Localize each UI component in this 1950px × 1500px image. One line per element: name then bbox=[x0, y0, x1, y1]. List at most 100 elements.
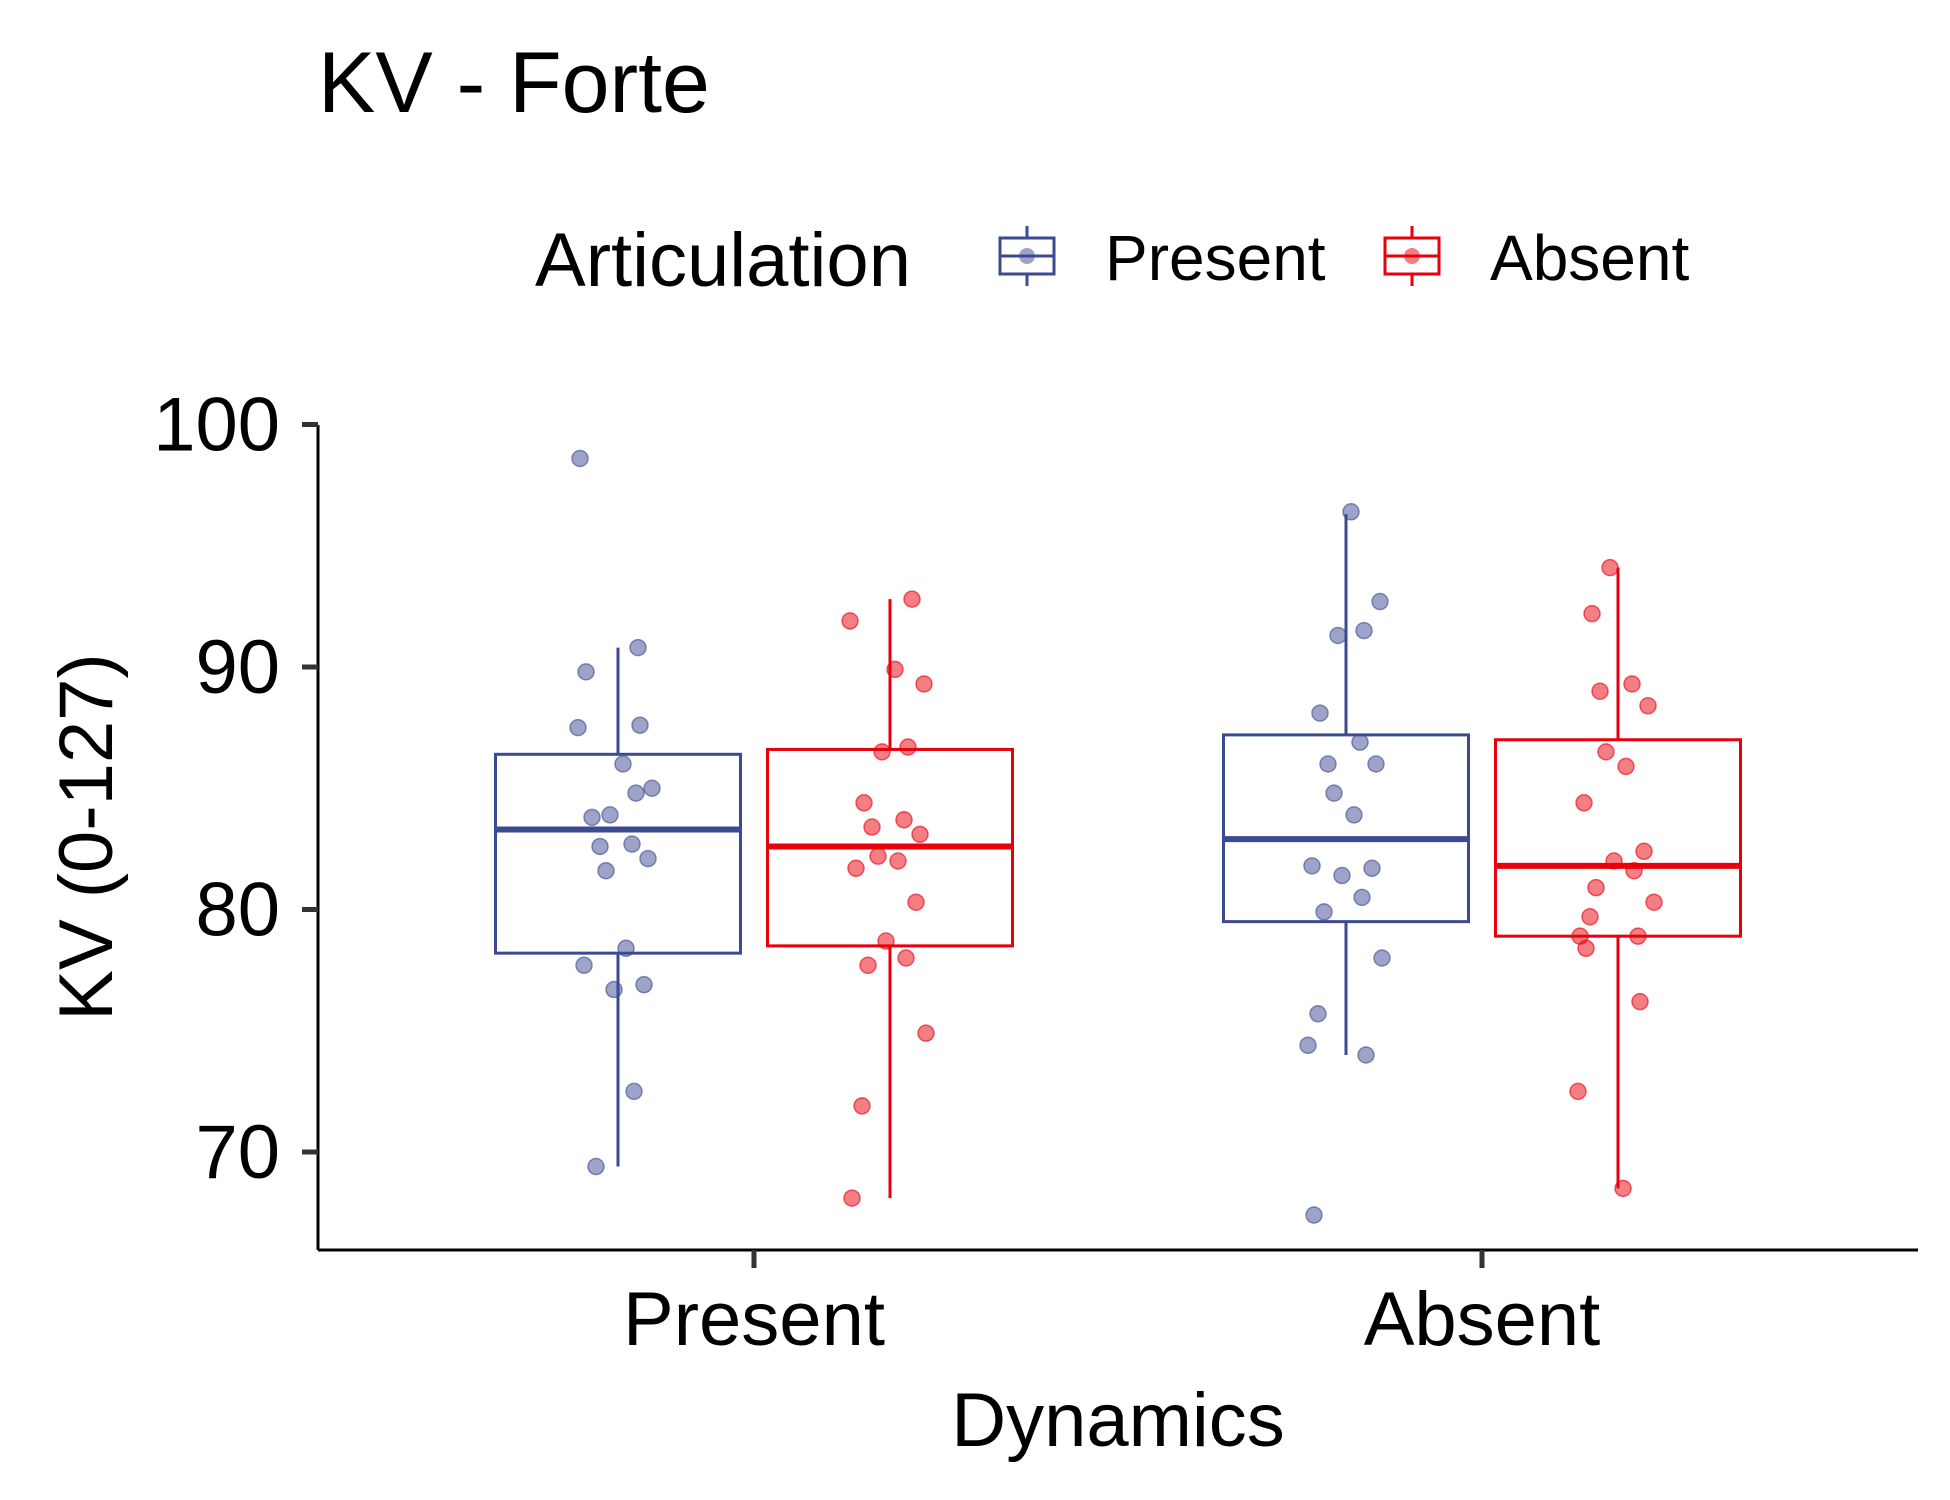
data-point bbox=[583, 808, 601, 827]
data-point bbox=[1367, 755, 1385, 773]
y-tick-label: 100 bbox=[153, 383, 280, 468]
data-point bbox=[1569, 1082, 1587, 1101]
data-point bbox=[859, 956, 877, 975]
data-point bbox=[877, 932, 895, 950]
data-point bbox=[1363, 859, 1381, 878]
data-point bbox=[843, 1189, 861, 1207]
data-point bbox=[617, 939, 635, 958]
data-point bbox=[1355, 621, 1373, 640]
data-point bbox=[1329, 626, 1347, 645]
box-group bbox=[494, 449, 742, 1176]
legend-entry: Present bbox=[998, 222, 1326, 294]
data-point bbox=[1325, 784, 1343, 802]
data-point bbox=[1345, 806, 1363, 824]
y-axis-label: KV (0-127) bbox=[44, 653, 129, 1021]
data-point bbox=[1351, 733, 1369, 751]
data-point bbox=[895, 811, 913, 829]
data-point bbox=[623, 835, 641, 853]
data-point bbox=[899, 738, 917, 756]
data-point bbox=[855, 794, 873, 812]
legend-entry: Absent bbox=[1383, 222, 1689, 294]
data-point bbox=[1645, 893, 1663, 911]
data-point bbox=[635, 975, 653, 994]
legend: Articulation Present Absent bbox=[535, 218, 1689, 303]
data-point bbox=[917, 1024, 935, 1042]
data-point bbox=[869, 847, 887, 865]
data-point bbox=[1373, 949, 1391, 967]
data-point bbox=[1601, 558, 1619, 577]
data-point bbox=[903, 590, 921, 608]
data-point bbox=[1591, 682, 1609, 700]
data-point bbox=[639, 849, 657, 868]
box bbox=[494, 752, 742, 955]
data-point bbox=[1583, 604, 1601, 623]
box bbox=[1494, 738, 1742, 938]
data-point bbox=[625, 1082, 643, 1101]
data-point bbox=[897, 949, 915, 967]
data-point bbox=[1319, 755, 1337, 773]
box-group bbox=[1494, 558, 1742, 1198]
data-point bbox=[1342, 503, 1360, 521]
data-point bbox=[889, 852, 907, 870]
data-point bbox=[591, 837, 609, 856]
data-point bbox=[1575, 794, 1593, 812]
data-point bbox=[1303, 857, 1321, 875]
x-axis-label: Dynamics bbox=[951, 1378, 1285, 1463]
data-point bbox=[587, 1157, 605, 1176]
data-point bbox=[911, 825, 929, 844]
data-point bbox=[601, 806, 619, 824]
data-point bbox=[886, 660, 904, 679]
box bbox=[1222, 733, 1470, 924]
data-point bbox=[1605, 852, 1623, 870]
data-point bbox=[1311, 704, 1329, 722]
data-point bbox=[1614, 1179, 1632, 1198]
data-point bbox=[1309, 1005, 1327, 1023]
data-point bbox=[1639, 697, 1657, 715]
data-point bbox=[1577, 939, 1595, 958]
data-point bbox=[1333, 866, 1351, 885]
data-point bbox=[1299, 1036, 1317, 1055]
data-point bbox=[1635, 842, 1653, 861]
data-point bbox=[1629, 927, 1647, 945]
data-point bbox=[1305, 1206, 1323, 1224]
plot-area bbox=[494, 449, 1742, 1224]
y-tick-label: 90 bbox=[195, 625, 280, 710]
y-ticks: 70 80 90 100 bbox=[153, 383, 318, 1195]
data-point bbox=[597, 861, 615, 880]
y-tick-label: 80 bbox=[195, 868, 280, 953]
data-point bbox=[847, 859, 865, 878]
data-point bbox=[907, 893, 925, 911]
data-point bbox=[1315, 903, 1333, 921]
data-point bbox=[853, 1097, 871, 1115]
data-point bbox=[873, 743, 891, 761]
data-point bbox=[1587, 878, 1605, 897]
data-point bbox=[1631, 992, 1649, 1011]
legend-title: Articulation bbox=[535, 218, 911, 303]
data-point bbox=[569, 718, 587, 737]
x-ticks: Present Absent bbox=[623, 1250, 1600, 1362]
box-group bbox=[766, 590, 1014, 1207]
data-point bbox=[575, 956, 593, 975]
x-tick-label: Absent bbox=[1364, 1277, 1601, 1362]
legend-entries: Present Absent bbox=[998, 222, 1689, 294]
data-point bbox=[1357, 1046, 1375, 1064]
data-point bbox=[629, 638, 647, 657]
data-point bbox=[1597, 743, 1615, 761]
data-point bbox=[841, 612, 859, 630]
data-point bbox=[1617, 757, 1635, 776]
data-point bbox=[1623, 675, 1641, 693]
legend-key-point bbox=[1019, 248, 1035, 264]
legend-label: Present bbox=[1105, 222, 1326, 294]
data-point bbox=[605, 980, 623, 999]
chart-title: KV - Forte bbox=[318, 35, 710, 131]
data-point bbox=[1353, 888, 1371, 907]
data-point bbox=[577, 663, 595, 681]
legend-key-point bbox=[1404, 248, 1420, 264]
data-point bbox=[614, 755, 632, 773]
data-point bbox=[643, 779, 661, 797]
legend-label: Absent bbox=[1490, 222, 1689, 294]
data-point bbox=[1625, 861, 1643, 880]
x-tick-label: Present bbox=[623, 1277, 885, 1362]
data-point bbox=[1371, 592, 1389, 611]
y-tick-label: 70 bbox=[195, 1110, 280, 1195]
